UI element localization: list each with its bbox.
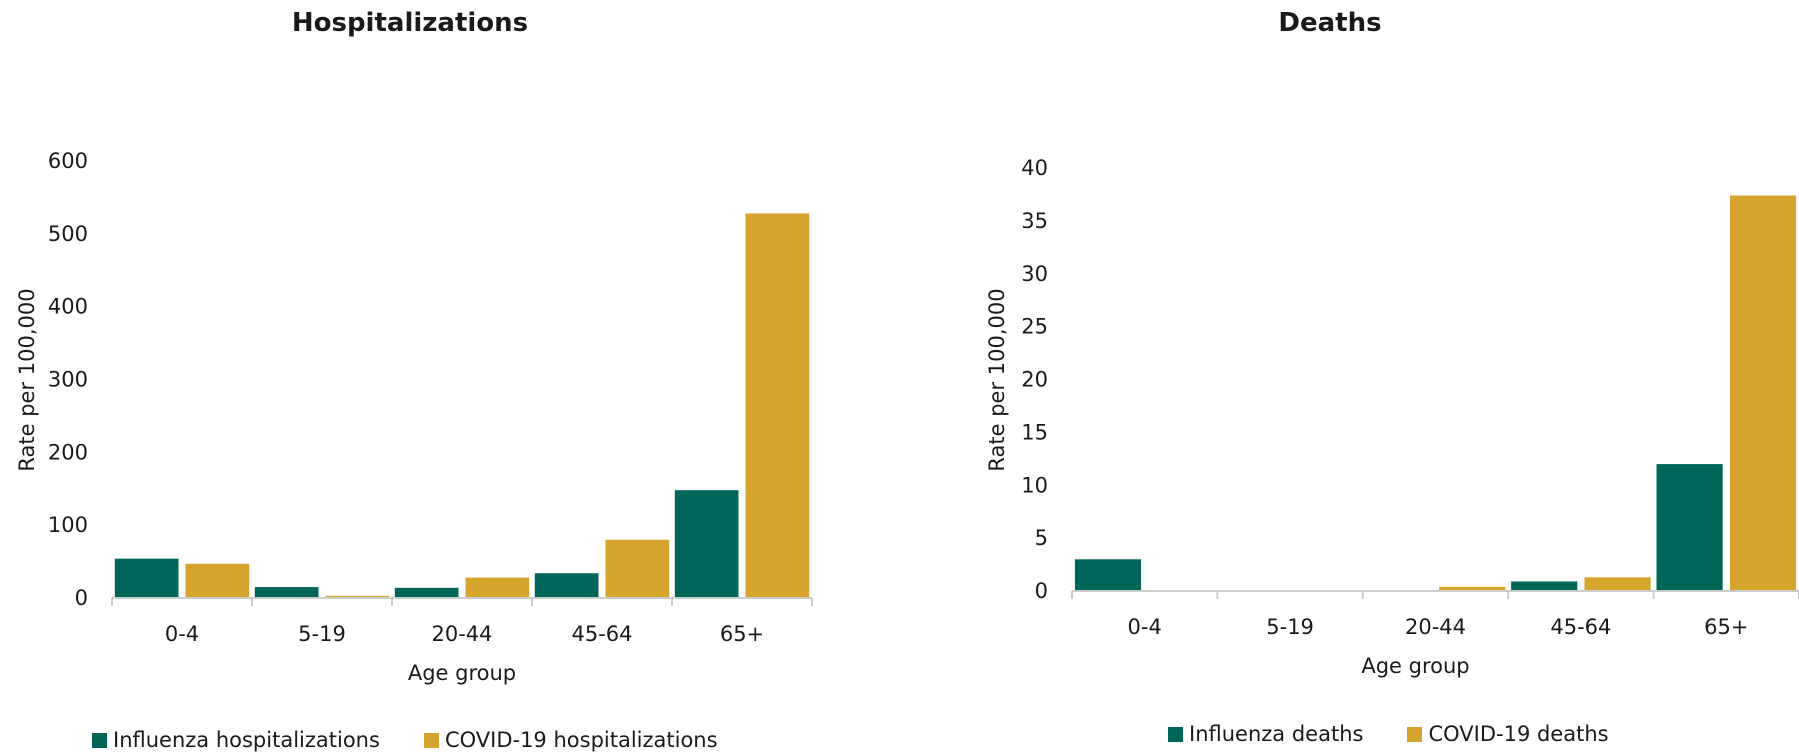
hospitalizations-chart-title: Hospitalizations [291,8,529,38]
deaths-x-category-label: 20-44 [1405,615,1466,639]
hosp-y-axis-title: Rate per 100,000 [15,288,39,471]
hosp-y-tick-label: 0 [75,586,88,610]
deaths-bar-influenza-65+ [1656,464,1723,591]
deaths-x-category-label: 5-19 [1266,615,1314,639]
hosp-y-tick-label: 100 [48,513,88,537]
legend-item-covid-deaths: COVID-19 deaths [1407,722,1609,746]
deaths-y-tick-label: 40 [1021,156,1048,180]
hosp-bar-covid-65+ [745,213,810,598]
hosp-x-category-label: 45-64 [571,622,632,646]
influenza-swatch [1168,726,1183,742]
hosp-bar-influenza-65+ [674,490,739,598]
hosp-y-tick-label: 300 [48,368,88,392]
deaths-legend: Influenza deaths COVID-19 deaths [1168,722,1609,746]
covid-swatch [1407,726,1423,742]
hosp-y-tick-label: 500 [48,222,88,246]
legend-label: Influenza hospitalizations [113,728,380,752]
legend-label: COVID-19 deaths [1428,722,1609,746]
deaths-y-tick-label: 35 [1021,209,1048,233]
hosp-x-category-label: 65+ [720,622,764,646]
hosp-y-tick-label: 400 [48,295,88,319]
deaths-y-tick-label: 15 [1021,420,1048,444]
deaths-y-tick-label: 30 [1021,262,1048,286]
hosp-y-tick-label: 600 [48,149,88,173]
hosp-x-category-label: 5-19 [298,622,346,646]
hosp-bar-influenza-45-64 [534,573,599,598]
legend-label: COVID-19 hospitalizations [444,728,718,752]
deaths-y-tick-label: 10 [1021,473,1048,497]
deaths-bar-covid-20-44 [1439,586,1506,591]
hosp-bar-influenza-0-4 [114,558,179,598]
deaths-x-category-label: 0-4 [1128,615,1162,639]
hospitalizations-legend: Influenza hospitalizations COVID-19 hosp… [92,728,718,752]
legend-label: Influenza deaths [1189,722,1364,746]
hosp-bar-influenza-20-44 [394,587,459,598]
deaths-y-tick-label: 25 [1021,315,1048,339]
hosp-x-axis-title: Age group [408,661,516,685]
deaths-bar-covid-65+ [1729,195,1797,591]
legend-item-influenza-hospitalizations: Influenza hospitalizations [92,728,380,752]
hosp-bar-covid-5-19 [325,595,390,598]
covid-swatch [423,732,439,748]
influenza-swatch [92,732,107,748]
deaths-x-axis-title: Age group [1361,654,1469,678]
hosp-y-tick-label: 200 [48,440,88,464]
deaths-y-tick-label: 5 [1035,526,1048,550]
deaths-y-axis-title: Rate per 100,000 [985,288,1009,471]
hosp-x-category-label: 0-4 [165,622,199,646]
hosp-bar-covid-45-64 [605,539,670,598]
hosp-bar-covid-0-4 [185,563,250,598]
legend-item-covid-hospitalizations: COVID-19 hospitalizations [423,728,718,752]
hosp-x-category-label: 20-44 [431,622,492,646]
deaths-bar-influenza-45-64 [1511,581,1578,591]
deaths-bar-influenza-0-4 [1074,559,1142,591]
deaths-y-tick-label: 20 [1021,368,1048,392]
deaths-y-tick-label: 0 [1035,579,1048,603]
legend-item-influenza-deaths: Influenza deaths [1168,722,1363,746]
deaths-x-category-label: 65+ [1704,615,1748,639]
hosp-bar-influenza-5-19 [254,587,319,598]
deaths-bar-covid-45-64 [1584,577,1651,591]
deaths-x-category-label: 45-64 [1550,615,1611,639]
hosp-bar-covid-20-44 [465,577,530,598]
deaths-chart-title: Deaths [1278,8,1382,38]
